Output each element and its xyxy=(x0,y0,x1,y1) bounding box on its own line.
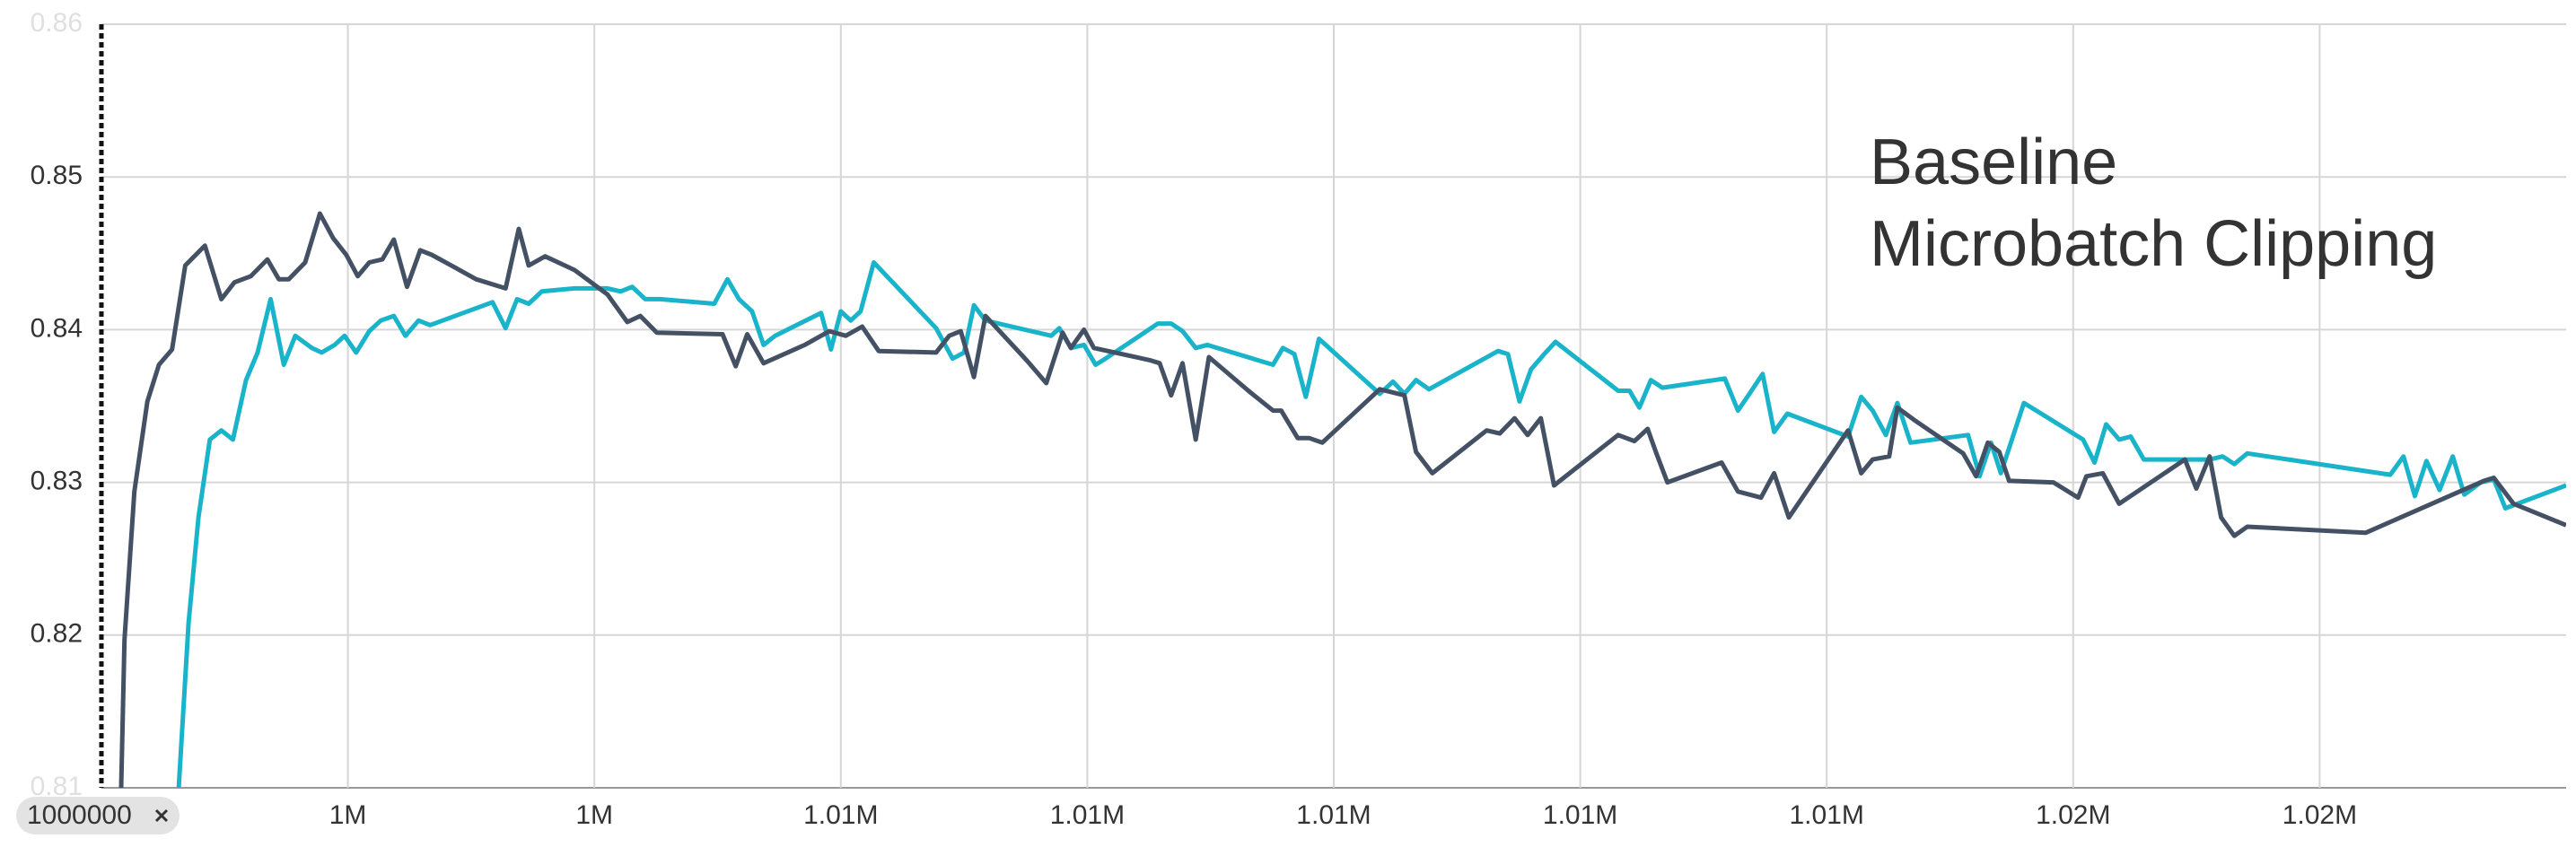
legend-entry: Baseline xyxy=(1870,127,2117,198)
x-tick-label: 1.02M xyxy=(2282,800,2357,830)
marker-close[interactable] xyxy=(154,808,169,823)
y-tick-label: 0.84 xyxy=(31,313,83,343)
x-tick-label: 1.02M xyxy=(2036,800,2110,830)
x-tick-label: 1M xyxy=(575,800,613,830)
series-line xyxy=(118,211,2566,788)
y-tick-label: 0.82 xyxy=(31,619,83,649)
x-tick-label: 1.01M xyxy=(1790,800,1864,830)
marker-label: 1000000 xyxy=(27,800,132,830)
grid xyxy=(101,23,2566,789)
y-tick-label: 0.83 xyxy=(31,467,83,496)
series-line xyxy=(176,260,2566,788)
y-tick-label: 0.86 xyxy=(31,8,83,38)
x-tick-label: 1.01M xyxy=(1050,800,1125,830)
plot-area xyxy=(118,211,2566,788)
marker-chip[interactable] xyxy=(16,797,180,834)
x-tick-label: 1.01M xyxy=(1296,800,1371,830)
y-tick-label: 0.85 xyxy=(31,161,83,190)
x-tick-label: 1M xyxy=(329,800,367,830)
x-tick-label: 1.01M xyxy=(1543,800,1617,830)
y-tick-label: 0.81 xyxy=(31,772,83,801)
labels: 0.81 0.82 0.83 0.84 0.85 0.86 1M 1M 1.01M 1.01M 1.… xyxy=(16,8,2437,834)
x-tick-label: 1.01M xyxy=(803,800,878,830)
legend-entry: Microbatch Clipping xyxy=(1870,208,2437,280)
